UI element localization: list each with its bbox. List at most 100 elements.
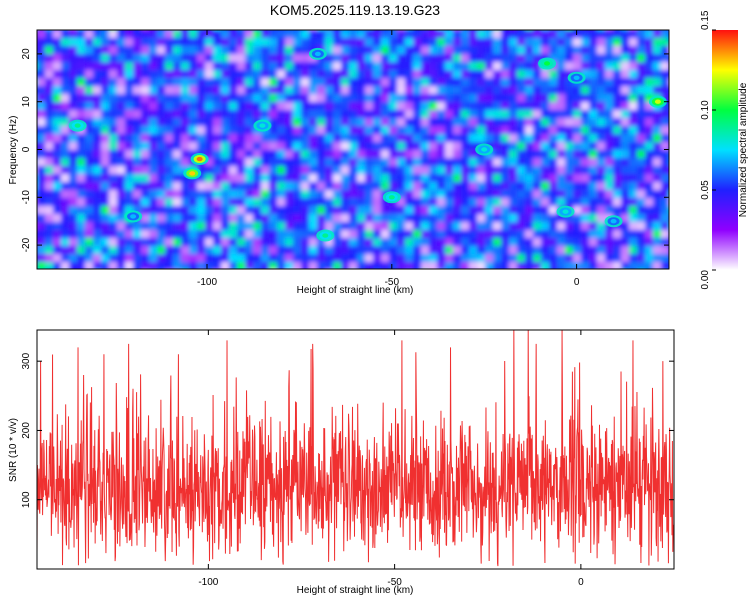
heatmap-cell (629, 110, 638, 119)
heatmap-cell (133, 158, 142, 167)
heatmap-cell (181, 38, 190, 47)
heatmap-cell (85, 110, 94, 119)
heatmap-peak (475, 143, 494, 156)
heatmap-cell (301, 190, 310, 199)
heatmap-cell (213, 198, 222, 207)
heatmap-cell (133, 166, 142, 175)
heatmap-cell (309, 62, 318, 71)
heatmap-cell (501, 166, 510, 175)
heatmap-cell (421, 62, 430, 71)
heatmap-cell (613, 110, 622, 119)
heatmap-cell (405, 158, 414, 167)
heatmap-cell (165, 142, 174, 151)
heatmap-cell (181, 86, 190, 95)
heatmap-cell (261, 70, 270, 79)
heatmap-cell (173, 118, 182, 127)
heatmap-cell (37, 54, 46, 63)
heatmap-cell (285, 46, 294, 55)
heatmap-cell (173, 38, 182, 47)
heatmap-cell (309, 70, 318, 79)
heatmap-cell (549, 30, 558, 39)
heatmap-cell (357, 54, 366, 63)
heatmap-cell (645, 254, 654, 263)
heatmap-cell (493, 206, 502, 215)
heatmap-cell (597, 86, 606, 95)
heatmap-cell (37, 126, 46, 135)
heatmap-cell (133, 254, 142, 263)
heatmap-cell (621, 118, 630, 127)
heatmap-cell (341, 134, 350, 143)
heatmap-cell (477, 198, 486, 207)
heatmap-cell (397, 166, 406, 175)
heatmap-cell (237, 46, 246, 55)
heatmap-cell (349, 38, 358, 47)
heatmap-cell (437, 86, 446, 95)
heatmap-cell (653, 62, 662, 71)
heatmap-cell (181, 46, 190, 55)
heatmap-cell (125, 222, 134, 231)
heatmap-cell (85, 262, 94, 269)
heatmap-cell (261, 142, 270, 151)
heatmap-cell (37, 30, 46, 39)
heatmap-cell (669, 78, 678, 87)
heatmap-cell (573, 102, 582, 111)
heatmap-cell (525, 182, 534, 191)
heatmap-cell (373, 222, 382, 231)
heatmap-cell (517, 206, 526, 215)
heatmap-cell (565, 190, 574, 199)
heatmap-cell (349, 142, 358, 151)
heatmap-cell (669, 150, 678, 159)
heatmap-cell (221, 246, 230, 255)
heatmap-cell (661, 62, 669, 71)
heatmap-cell (637, 270, 646, 279)
heatmap-cell (357, 214, 366, 223)
heatmap-cell (637, 86, 646, 95)
heatmap-cell (213, 254, 222, 263)
heatmap-cell (413, 142, 422, 151)
heatmap-cell (349, 134, 358, 143)
heatmap-cell (261, 238, 270, 247)
heatmap-cell (549, 206, 558, 215)
heatmap-cell (589, 246, 598, 255)
heatmap-cell (285, 78, 294, 87)
heatmap-cell (165, 46, 174, 55)
heatmap-cell (69, 230, 78, 239)
heatmap-cell (37, 238, 46, 247)
heatmap-cell (301, 70, 310, 79)
heatmap-cell (493, 78, 502, 87)
heatmap-cell (157, 78, 166, 87)
heatmap-cell (213, 206, 222, 215)
heatmap-cell (365, 86, 374, 95)
heatmap-cell (53, 118, 62, 127)
heatmap-cell (453, 78, 462, 87)
heatmap-cell (189, 206, 198, 215)
heatmap-cell (149, 86, 158, 95)
heatmap-cell (341, 182, 350, 191)
heatmap-cell (429, 86, 438, 95)
heatmap-cell (485, 174, 494, 183)
heatmap-cell (581, 246, 590, 255)
heatmap-cell (285, 94, 294, 103)
heatmap-cell (485, 238, 494, 247)
heatmap-cell (421, 46, 430, 55)
heatmap-cell (589, 190, 598, 199)
heatmap-cell (133, 246, 142, 255)
heatmap-cell (101, 78, 110, 87)
heatmap-cell (557, 158, 566, 167)
heatmap-cell (349, 206, 358, 215)
heatmap-cell (325, 166, 334, 175)
heatmap-cell (181, 30, 190, 39)
heatmap-cell (405, 222, 414, 231)
heatmap-cell (149, 134, 158, 143)
heatmap-cell (205, 230, 214, 239)
heatmap-cell (581, 182, 590, 191)
heatmap-cell (669, 30, 678, 39)
heatmap-cell (261, 94, 270, 103)
heatmap-cell (325, 62, 334, 71)
heatmap-cell (549, 222, 558, 231)
heatmap-cell (669, 94, 678, 103)
heatmap-cell (197, 222, 206, 231)
heatmap-cell (237, 38, 246, 47)
heatmap-cell (397, 46, 406, 55)
heatmap-cell (565, 182, 574, 191)
